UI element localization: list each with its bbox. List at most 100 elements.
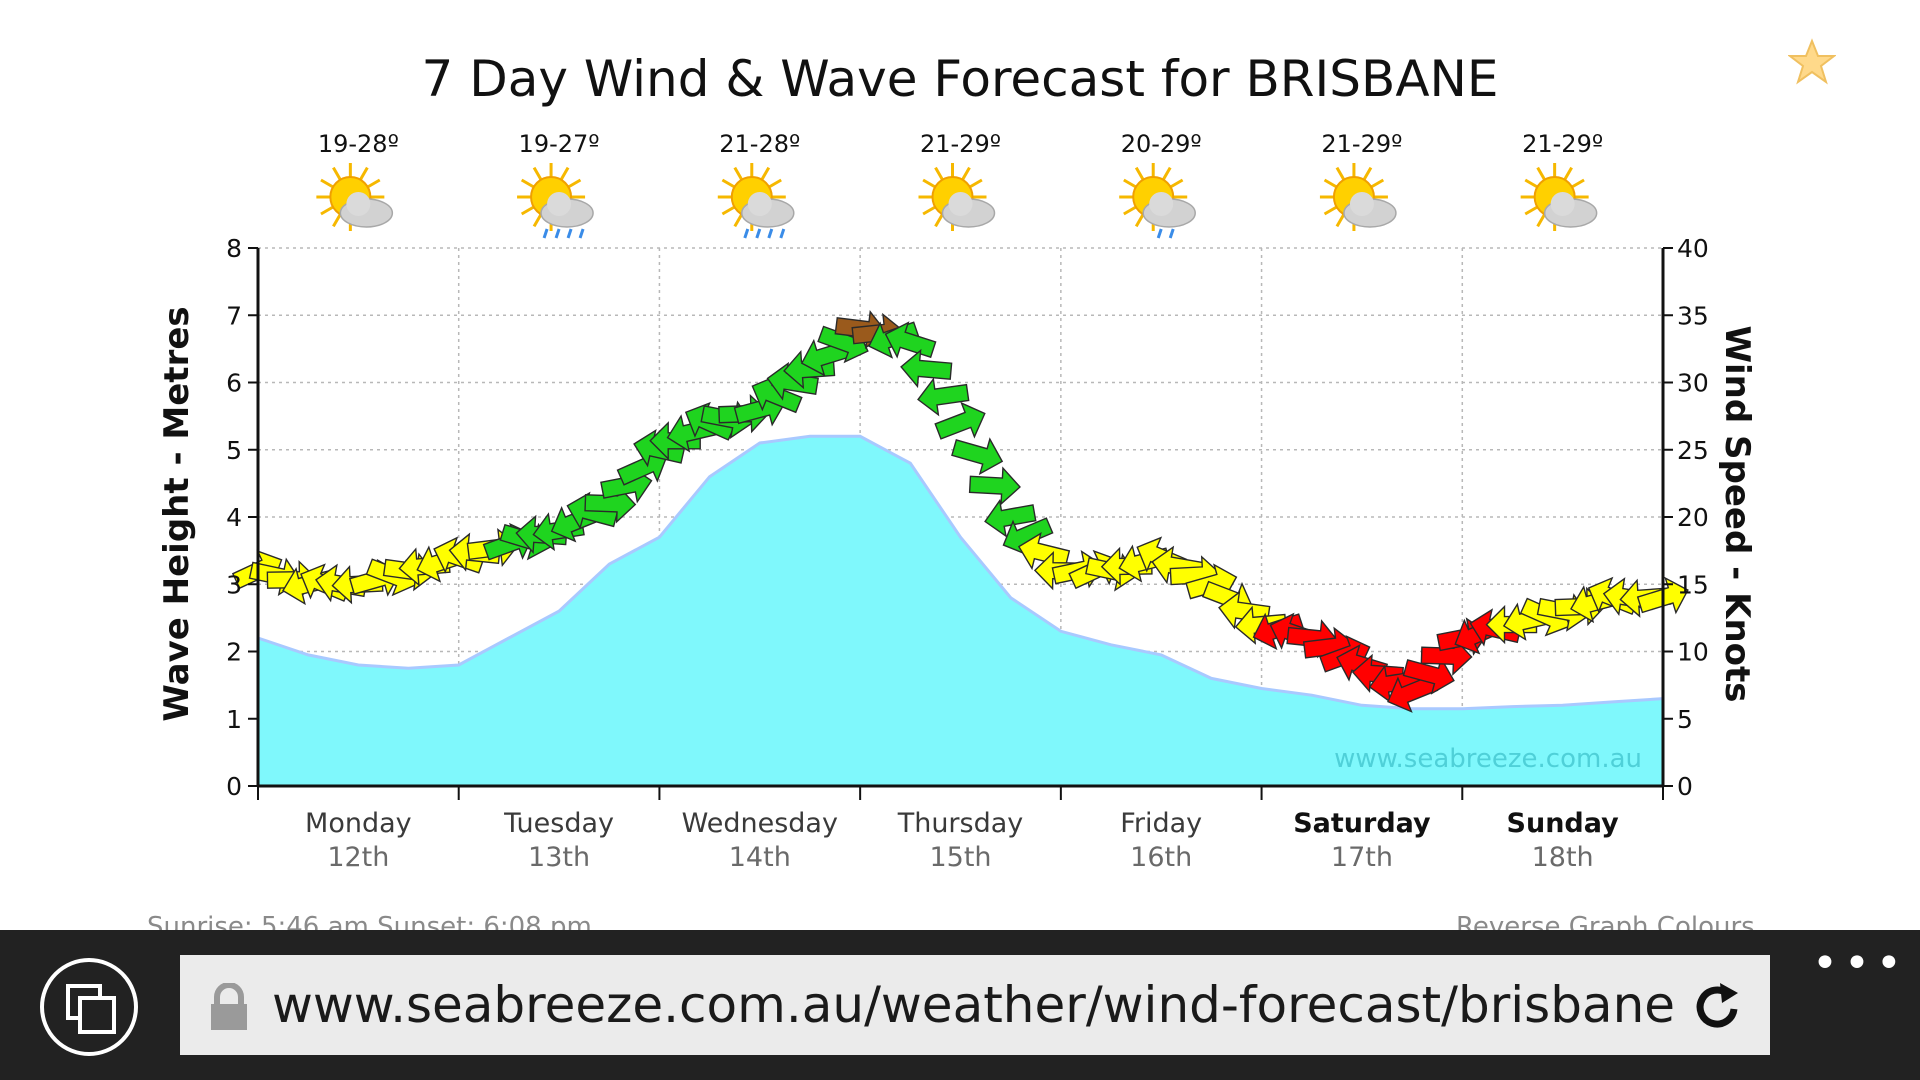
sun-ray xyxy=(320,205,334,216)
left-tick-label: 5 xyxy=(226,436,242,465)
right-tick-label: 5 xyxy=(1677,705,1693,734)
sun-ray xyxy=(934,166,944,181)
wave-area-line xyxy=(257,434,1664,711)
sun-cloud-light-rain-icon xyxy=(1119,163,1196,239)
sun-ray xyxy=(332,213,342,228)
day-temperature: 19-27º xyxy=(519,130,600,158)
sun-ray xyxy=(961,166,971,181)
sun-ray xyxy=(1323,205,1338,216)
right-tick-label: 20 xyxy=(1677,503,1709,532)
sun-ray xyxy=(922,178,936,189)
right-axis-label: Wind Speed - Knots xyxy=(1717,325,1757,702)
wind-arrow xyxy=(900,348,953,389)
sun-ray xyxy=(1536,166,1546,181)
rain-drop xyxy=(578,228,585,239)
sun-ray xyxy=(520,178,535,189)
sun-ray xyxy=(733,166,744,181)
rain-drop xyxy=(755,228,762,239)
x-date-label: 13th xyxy=(528,842,590,873)
rain-drop xyxy=(566,228,573,239)
x-date-label: 15th xyxy=(929,842,991,873)
wind-arrow xyxy=(751,374,803,414)
url-field[interactable]: www.seabreeze.com.au/weather/wind-foreca… xyxy=(180,955,1770,1055)
favorite-star-icon[interactable] xyxy=(1788,38,1836,86)
right-tick-label: 0 xyxy=(1677,772,1693,801)
sun-ray xyxy=(559,166,570,181)
left-tick-label: 8 xyxy=(226,234,242,263)
sun-ray xyxy=(934,213,944,228)
day-temperature: 21-29º xyxy=(1321,130,1402,158)
left-tick-label: 4 xyxy=(226,503,242,532)
day-temperature: 21-28º xyxy=(719,130,800,158)
wind-speed-arrows xyxy=(231,310,1689,713)
wind-arrow xyxy=(934,401,986,440)
rain-drop xyxy=(554,228,561,239)
refresh-icon[interactable] xyxy=(1690,979,1746,1035)
x-date-label: 18th xyxy=(1532,842,1594,873)
sun-ray xyxy=(922,205,936,216)
x-date-label: 12th xyxy=(327,842,389,873)
x-day-label: Wednesday xyxy=(682,808,838,839)
left-tick-label: 3 xyxy=(226,570,242,599)
sun-ray xyxy=(721,178,736,189)
x-day-label: Sunday xyxy=(1507,808,1620,839)
wave-area-fill xyxy=(258,436,1663,786)
sun-ray xyxy=(1161,166,1172,181)
rain-drop xyxy=(542,228,549,239)
tabs-icon[interactable] xyxy=(40,958,138,1056)
left-tick-label: 0 xyxy=(226,772,242,801)
wind-arrow xyxy=(951,437,1004,476)
cloud-puff xyxy=(1550,192,1575,216)
right-tick-label: 40 xyxy=(1677,234,1709,263)
wind-arrow xyxy=(1017,532,1071,571)
cloud-puff xyxy=(1149,192,1174,216)
cloud-puff xyxy=(547,192,572,216)
x-day-label: Thursday xyxy=(897,808,1024,839)
right-tick-label: 35 xyxy=(1677,301,1709,330)
sun-cloud-icon xyxy=(1319,163,1397,231)
sun-ray xyxy=(1335,166,1346,181)
left-tick-label: 1 xyxy=(226,705,242,734)
sun-ray xyxy=(1323,178,1338,189)
sun-ray xyxy=(1169,178,1184,189)
sun-cloud-icon xyxy=(918,163,996,231)
sun-ray xyxy=(567,178,582,189)
sun-ray xyxy=(359,166,369,181)
sun-ray xyxy=(520,205,535,216)
x-day-label: Tuesday xyxy=(503,808,614,839)
sun-ray xyxy=(1134,213,1145,228)
wind-arrow xyxy=(917,377,970,417)
cloud-puff xyxy=(1349,192,1374,216)
cloud-puff xyxy=(747,192,772,216)
sun-ray xyxy=(1370,178,1385,189)
sun-ray xyxy=(760,166,771,181)
day-temperature: 20-29º xyxy=(1121,130,1202,158)
chart-axes: 0 1 2 3 4 5 6 7 8 0 5 10 15 20 25 30 35 40 xyxy=(226,234,1709,801)
rain-drop xyxy=(779,228,786,239)
sun-ray xyxy=(1524,205,1539,216)
left-tick-label: 7 xyxy=(226,301,242,330)
rain-drop xyxy=(743,228,750,239)
sun-ray xyxy=(1123,178,1137,189)
sun-ray xyxy=(1536,213,1546,228)
wind-arrow xyxy=(984,498,1037,538)
cloud-puff xyxy=(346,192,371,216)
sun-ray xyxy=(1362,166,1373,181)
sun-ray xyxy=(1123,205,1137,216)
sun-ray xyxy=(969,178,983,189)
left-tick-label: 2 xyxy=(226,638,242,667)
more-icon[interactable]: ••• xyxy=(1812,938,1908,989)
wave-height-area xyxy=(257,434,1664,786)
x-date-label: 14th xyxy=(729,842,791,873)
sun-cloud-icon xyxy=(316,163,394,231)
sun-cloud-icon xyxy=(1520,163,1598,231)
watermark-text: www.seabreeze.com.au xyxy=(1334,744,1642,774)
sun-ray xyxy=(1563,166,1573,181)
x-date-label: 17th xyxy=(1331,842,1393,873)
day-forecast-headers: 19-28º 19-27º 21-28º 21-29º 20-29º 21-29º 21-2… xyxy=(316,130,1603,239)
sun-ray xyxy=(1571,178,1585,189)
day-temperature: 21-29º xyxy=(1522,130,1603,158)
left-tick-label: 6 xyxy=(226,369,242,398)
url-text: www.seabreeze.com.au/weather/wind-foreca… xyxy=(272,976,1676,1034)
browser-address-bar: www.seabreeze.com.au/weather/wind-foreca… xyxy=(0,930,1920,1080)
